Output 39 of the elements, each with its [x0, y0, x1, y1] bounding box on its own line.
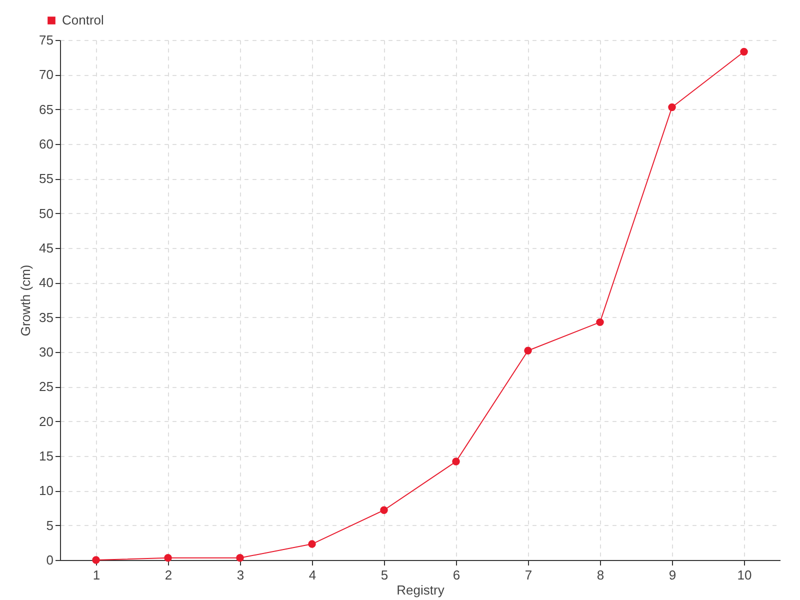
y-tick-label: 70 — [39, 67, 54, 82]
point — [308, 540, 316, 548]
y-tick-label: 45 — [39, 240, 54, 256]
point — [668, 103, 676, 112]
y-tick-label: 40 — [39, 275, 54, 290]
point — [380, 506, 388, 514]
y-axis-title: Growth (cm) — [18, 264, 34, 336]
x-tick-label: 1 — [92, 568, 100, 582]
point — [164, 554, 172, 562]
point — [92, 556, 100, 564]
point — [236, 554, 244, 562]
x-tick-label: 4 — [308, 568, 316, 582]
point — [452, 458, 460, 466]
y-tick-label: 15 — [39, 448, 54, 464]
y-tick-label: 60 — [39, 136, 54, 152]
point — [524, 346, 532, 354]
y-tick-label: 75 — [39, 32, 54, 48]
y-tick-label: 65 — [39, 102, 54, 117]
y-tick-label: 20 — [39, 414, 54, 429]
x-tick-label: 2 — [164, 568, 172, 582]
x-tick-label: 8 — [596, 568, 604, 582]
y-tick-label: 25 — [39, 379, 54, 394]
y-tick-label: 35 — [39, 310, 54, 325]
x-tick-label: 10 — [737, 568, 752, 582]
y-tick-label: 5 — [46, 518, 54, 533]
y-tick-label: 10 — [39, 483, 54, 498]
x-tick-label: 3 — [236, 568, 244, 582]
legend-label: Control — [62, 12, 104, 28]
y-tick-label: 30 — [39, 344, 54, 360]
point — [596, 318, 604, 326]
y-tick-label: 55 — [39, 171, 54, 186]
x-tick-label: 9 — [668, 568, 676, 582]
x-tick-label: 7 — [524, 568, 532, 582]
point — [740, 48, 748, 56]
x-tick-label: 6 — [452, 568, 460, 582]
y-tick-label: 0 — [46, 552, 54, 568]
y-tick-label: 50 — [39, 206, 54, 221]
x-tick-label: 5 — [380, 568, 388, 582]
x-axis-title: Registry — [396, 582, 445, 598]
